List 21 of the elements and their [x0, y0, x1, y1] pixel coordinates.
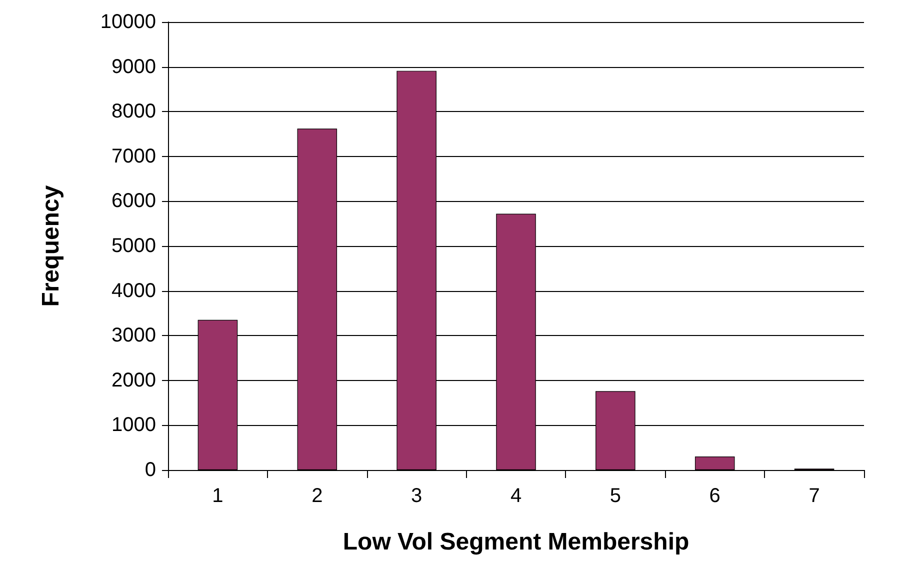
- x-tick-label: 3: [411, 485, 422, 507]
- y-tick-label: 0: [144, 459, 156, 481]
- y-tick-label: 2000: [112, 369, 156, 392]
- bar: [694, 456, 735, 470]
- y-tick-label: 10000: [100, 11, 156, 33]
- x-tick-label: 1: [212, 485, 224, 507]
- y-axis-title: Frequency: [38, 184, 64, 307]
- x-tick-label: 5: [610, 485, 621, 507]
- x-tick-label: 4: [510, 485, 522, 507]
- x-axis-title: Low Vol Segment Membership: [342, 528, 690, 556]
- y-tick-label: 5000: [112, 235, 156, 257]
- y-tick-label: 6000: [112, 190, 156, 212]
- x-tick-label: 2: [312, 485, 323, 507]
- y-tick-label: 4000: [112, 280, 156, 302]
- y-tick-label: 8000: [112, 100, 156, 123]
- x-tick-label: 7: [808, 485, 820, 507]
- y-tick-label: 3000: [112, 324, 156, 347]
- y-tick-label: 9000: [112, 56, 156, 78]
- y-tick-label: 7000: [112, 145, 156, 168]
- y-tick-label: 1000: [112, 414, 156, 436]
- x-tick-label: 6: [709, 485, 720, 507]
